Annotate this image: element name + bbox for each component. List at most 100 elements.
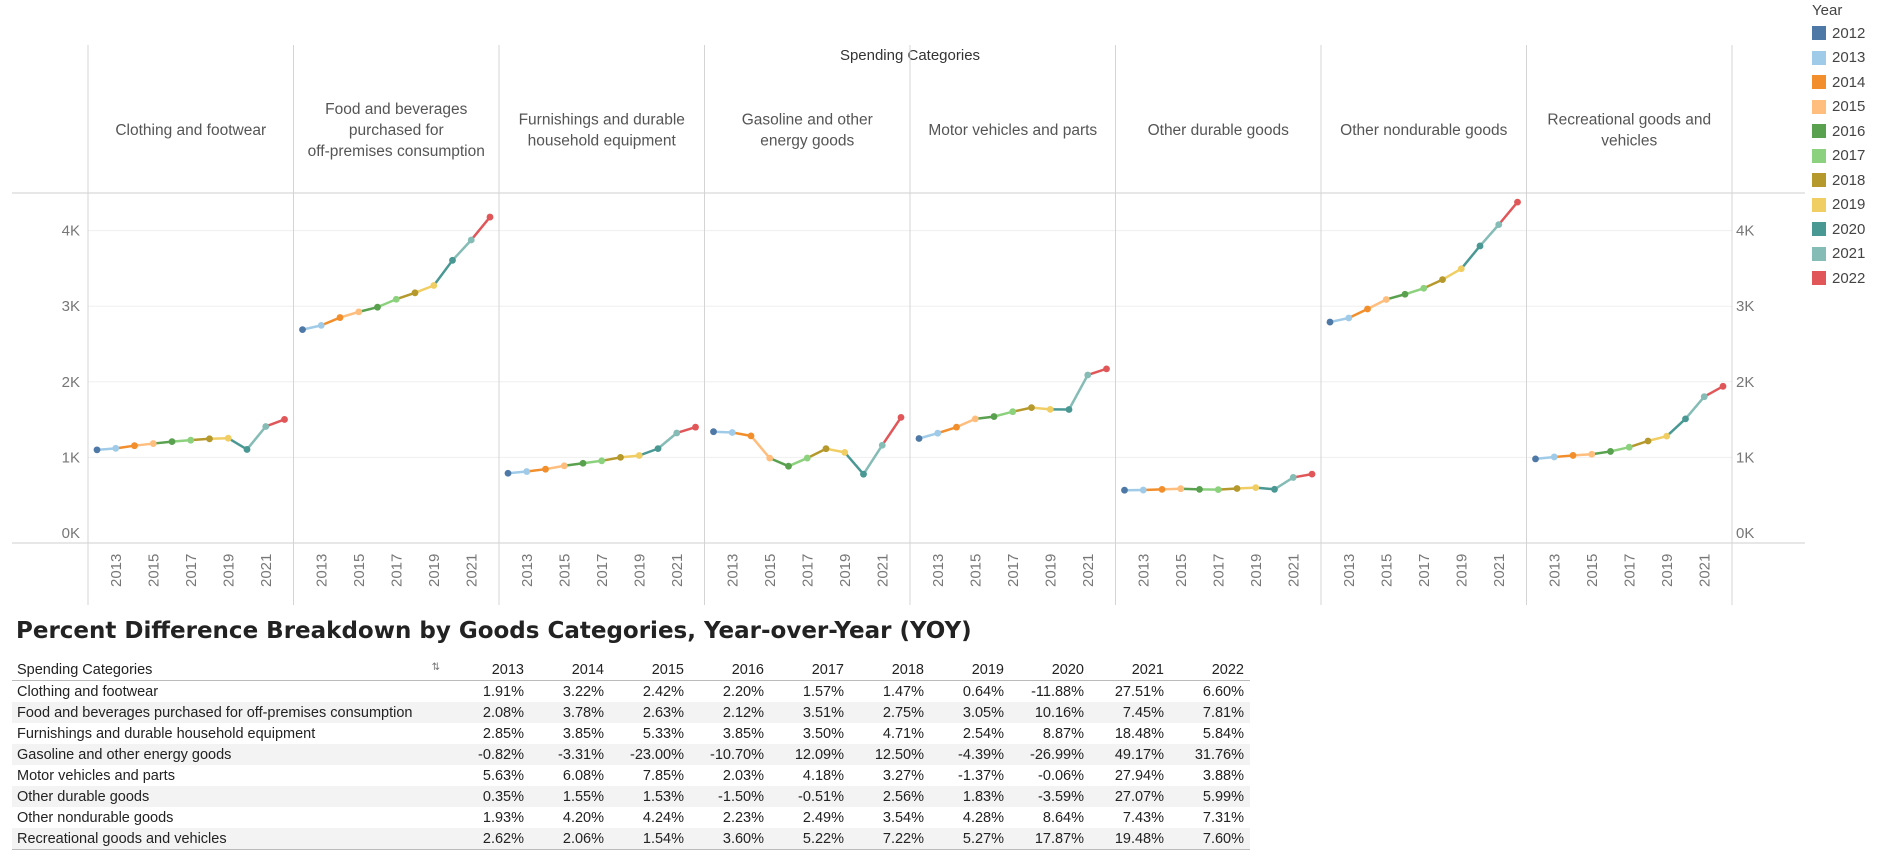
legend-swatch [1812, 50, 1826, 65]
x-tick-label: 2017 [388, 554, 405, 587]
legend-item[interactable]: 2019 [1812, 193, 1886, 218]
data-point [523, 468, 531, 475]
year-column-header[interactable]: 2020 [1010, 659, 1090, 681]
year-column-header[interactable]: 2014 [530, 659, 610, 681]
series-line-segment [1478, 223, 1500, 248]
data-point [1420, 284, 1428, 292]
series-line-segment [1067, 373, 1089, 411]
x-tick-label: 2017 [799, 554, 816, 587]
data-point [392, 295, 400, 303]
series-line-segment [749, 434, 771, 460]
y-tick-label-right: 3K [1736, 298, 1754, 315]
percent-cell: 2.63% [610, 702, 690, 723]
series-line-segment [432, 259, 454, 287]
panel-header-label: Other nondurable goods [1340, 122, 1507, 139]
year-column-header[interactable]: 2017 [770, 659, 850, 681]
x-tick-label: 2013 [108, 554, 125, 587]
sort-icon[interactable]: ⇅ [431, 661, 440, 673]
x-tick-label: 2019 [1042, 554, 1059, 587]
data-point [747, 432, 755, 440]
data-point [598, 457, 606, 465]
data-point [1401, 290, 1409, 298]
year-legend: Year 2012 2013 2014 2015 2016 2017 2018 2019 202… [1812, 0, 1886, 291]
percent-cell: 3.85% [562, 725, 604, 742]
x-tick-label: 2019 [426, 554, 443, 587]
data-point [1046, 405, 1054, 413]
data-point [112, 444, 120, 452]
legend-label: 2019 [1832, 196, 1866, 214]
data-point [467, 236, 475, 244]
year-column-header[interactable]: 2015 [610, 659, 690, 681]
x-tick-label: 2013 [519, 554, 536, 587]
data-point [1233, 485, 1241, 492]
y-tick-label-right: 2K [1736, 374, 1754, 391]
table-row: Other durable goods 0.35% 1.55% 1.53% -1.50%… [12, 786, 1250, 807]
x-tick-label: 2015 [556, 554, 573, 587]
legend-swatch [1812, 75, 1826, 90]
legend-item[interactable]: 2018 [1812, 168, 1886, 193]
y-tick-label-right: 0K [1736, 525, 1754, 542]
legend-item[interactable]: 2015 [1812, 95, 1886, 120]
legend-item[interactable]: 2021 [1812, 242, 1886, 267]
data-point [1495, 221, 1503, 229]
year-column-header[interactable]: 2013 [450, 659, 530, 681]
row-category-label: Food and beverages purchased for off-pre… [12, 702, 450, 723]
percent-cell: 27.07% [1090, 786, 1170, 807]
x-tick-label: 2017 [1416, 554, 1433, 587]
percent-cell: 0.35% [450, 786, 530, 807]
series-line-segment [1665, 417, 1687, 438]
legend-item[interactable]: 2020 [1812, 217, 1886, 242]
data-point [299, 326, 306, 334]
year-column-header[interactable]: 2021 [1090, 659, 1170, 681]
data-point [803, 454, 811, 462]
panel-header-label: Gasoline and other energy goods [742, 112, 873, 150]
x-tick-label: 2019 [631, 554, 648, 587]
data-point [692, 423, 699, 431]
year-column-header[interactable]: 2018 [850, 659, 930, 681]
data-point [1439, 276, 1446, 283]
legend-item[interactable]: 2013 [1812, 46, 1886, 71]
data-point [1214, 486, 1222, 494]
row-category-label: Recreational goods and vehicles [12, 828, 450, 850]
category-column-header[interactable]: Spending Categories ⇅ [12, 659, 450, 681]
data-point [915, 435, 923, 442]
data-point [243, 446, 251, 453]
data-point [728, 429, 736, 436]
percent-cell: 5.84% [1202, 725, 1244, 742]
percent-cell: -10.70% [690, 744, 770, 765]
legend-swatch [1812, 173, 1826, 188]
percent-cell: 7.31% [1202, 809, 1244, 826]
data-point [1121, 486, 1128, 494]
series-line-segment [1684, 395, 1706, 421]
series-line-segment [881, 416, 903, 447]
legend-item[interactable]: 2012 [1812, 21, 1886, 46]
percent-cell: 5.22% [770, 828, 850, 850]
percent-cell: -0.82% [450, 744, 530, 765]
data-point [1457, 265, 1465, 273]
percent-cell: 3.85% [722, 725, 764, 742]
percent-cell: 1.91% [482, 683, 524, 700]
year-column-header[interactable]: 2016 [690, 659, 770, 681]
legend-item[interactable]: 2016 [1812, 119, 1886, 144]
data-point [1663, 432, 1671, 440]
legend-swatch [1812, 222, 1826, 237]
x-tick-label: 2017 [183, 554, 200, 587]
x-tick-label: 2021 [1696, 554, 1713, 587]
x-tick-label: 2015 [351, 554, 368, 587]
percent-cell: 2.12% [690, 702, 770, 723]
x-tick-label: 2013 [1135, 554, 1152, 587]
percent-cell: 1.93% [482, 809, 524, 826]
year-column-header[interactable]: 2022 [1170, 659, 1250, 681]
percent-cell: 4.20% [562, 809, 604, 826]
y-tick-label-left: 1K [62, 449, 80, 466]
legend-item[interactable]: 2014 [1812, 70, 1886, 95]
legend-item[interactable]: 2022 [1812, 266, 1886, 291]
legend-label: 2015 [1832, 98, 1866, 116]
x-tick-label: 2021 [874, 554, 891, 587]
legend-item[interactable]: 2017 [1812, 144, 1886, 169]
data-point [766, 454, 774, 462]
series-line-segment [1460, 244, 1482, 271]
table-row: Furnishings and durable household equipm… [12, 723, 1250, 744]
x-tick-label: 2015 [1378, 554, 1395, 587]
year-column-header[interactable]: 2019 [930, 659, 1010, 681]
